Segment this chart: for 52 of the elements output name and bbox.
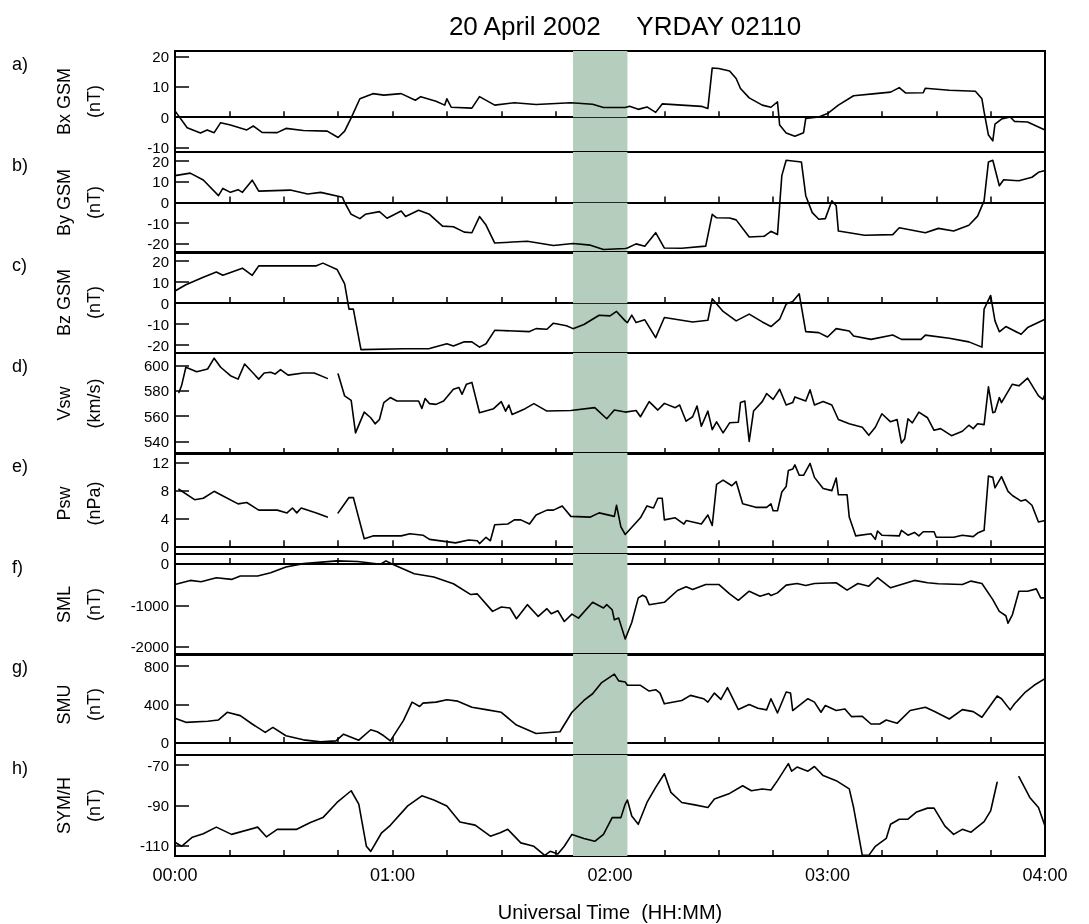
x-tick-label: 02:00 — [587, 864, 633, 885]
y-tick-label: 10 — [152, 172, 169, 190]
y-tick-label: 0 — [160, 294, 169, 312]
y-tick-label: 10 — [152, 78, 169, 96]
y-tick-label: 400 — [143, 696, 169, 713]
y-axis-title: Psw (nPa) — [54, 481, 104, 526]
y-tick-label: 0 — [160, 108, 169, 126]
x-tick-label: 00:00 — [152, 864, 198, 885]
text: g) — [12, 657, 29, 677]
text: h) — [12, 757, 29, 778]
y-tick-label: 8 — [160, 482, 169, 500]
y-tick-label: -10 — [147, 315, 169, 333]
x-tick-label: 01:00 — [369, 864, 416, 885]
y-tick-label: 10 — [152, 273, 169, 291]
y-tick-label: 600 — [143, 356, 169, 374]
y-tick-label: -1000 — [130, 596, 169, 614]
y-axis-title: Vsw (km/s) — [54, 378, 104, 428]
y-tick-label: 0 — [160, 193, 169, 211]
y-axis-title: Bz GSM (nT) — [54, 268, 104, 337]
y-tick-label: 800 — [143, 657, 169, 675]
y-tick-label: -2000 — [130, 637, 169, 655]
text: e) — [12, 456, 29, 476]
y-axis-title: SYM/H (nT) — [54, 776, 104, 834]
text: a) — [12, 54, 29, 74]
chart-title: 20 April 2002 YRDAY 02110 — [448, 11, 802, 41]
y-tick-label: 20 — [152, 252, 169, 270]
text: c) — [12, 255, 27, 275]
x-tick-label: 03:00 — [804, 864, 851, 885]
text: f) — [12, 556, 23, 577]
y-axis-title: SML (nT) — [54, 585, 104, 623]
y-tick-label: -10 — [147, 214, 169, 232]
y-axis-title: SMU (nT) — [54, 684, 104, 725]
y-tick-label: 0 — [160, 734, 169, 752]
y-tick-label: 0 — [160, 537, 169, 555]
y-tick-label: 4 — [160, 509, 169, 527]
y-tick-label: -70 — [147, 756, 169, 774]
y-tick-label: 20 — [152, 48, 169, 66]
y-tick-label: -20 — [147, 336, 169, 354]
y-tick-label: -20 — [147, 234, 169, 252]
y-tick-label: 0 — [160, 554, 169, 572]
y-axis-title: By GSM (nT) — [54, 168, 104, 236]
y-tick-label: 540 — [143, 432, 169, 450]
x-tick-label: 04:00 — [1022, 864, 1068, 885]
x-axis-title: Universal Time (HH:MM) — [497, 900, 723, 923]
y-tick-label: 560 — [143, 407, 169, 425]
y-axis-title: Bx GSM (nT) — [54, 67, 104, 136]
text: d) — [12, 355, 29, 376]
y-tick-label: 12 — [152, 454, 169, 472]
y-tick-label: -110 — [140, 836, 169, 854]
text: b) — [12, 154, 29, 175]
y-tick-label: 580 — [143, 381, 169, 399]
y-tick-label: -90 — [147, 796, 169, 814]
